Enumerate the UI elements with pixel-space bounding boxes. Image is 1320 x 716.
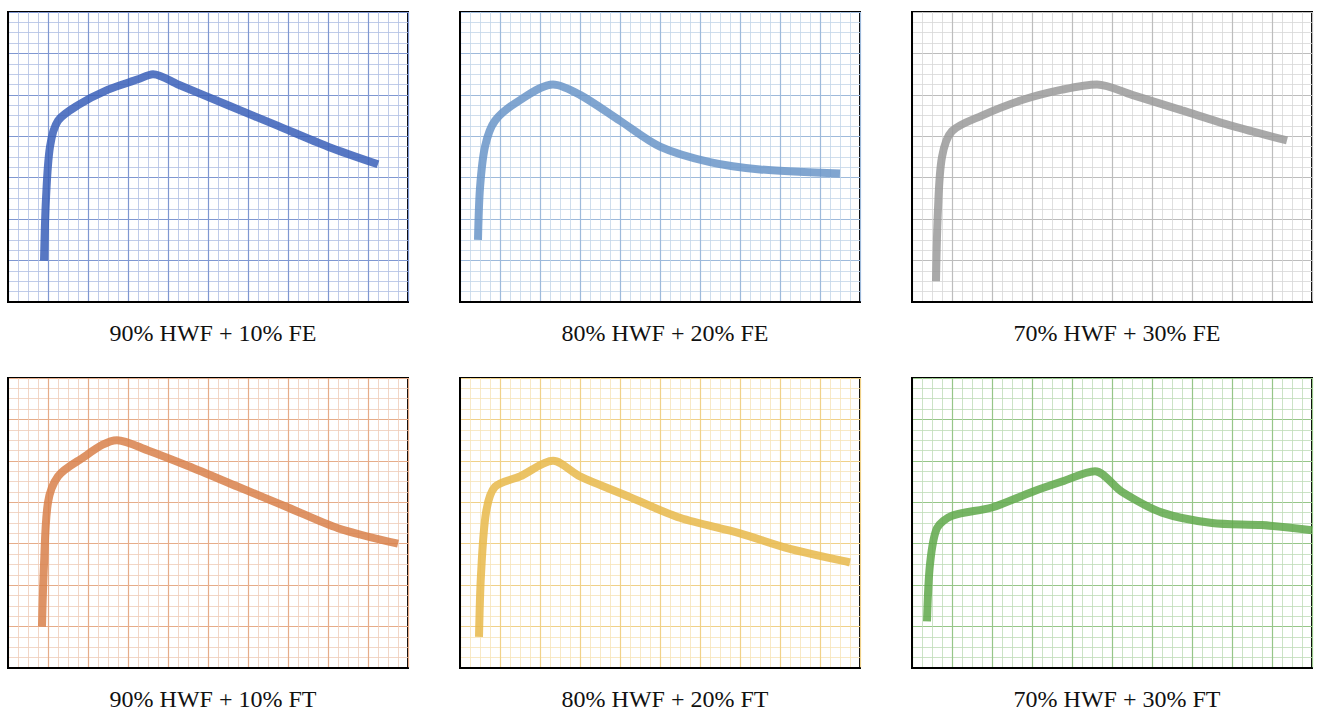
svg-text:90% HWF + 10% FE: 90% HWF + 10% FE	[110, 320, 317, 346]
svg-text:80% HWF + 20% FT: 80% HWF + 20% FT	[562, 686, 769, 712]
svg-text:70% HWF + 30% FT: 70% HWF + 30% FT	[1014, 686, 1221, 712]
svg-text:80% HWF + 20% FE: 80% HWF + 20% FE	[562, 320, 769, 346]
svg-text:70% HWF + 30% FE: 70% HWF + 30% FE	[1014, 320, 1221, 346]
svg-text:90% HWF + 10% FT: 90% HWF + 10% FT	[110, 686, 317, 712]
